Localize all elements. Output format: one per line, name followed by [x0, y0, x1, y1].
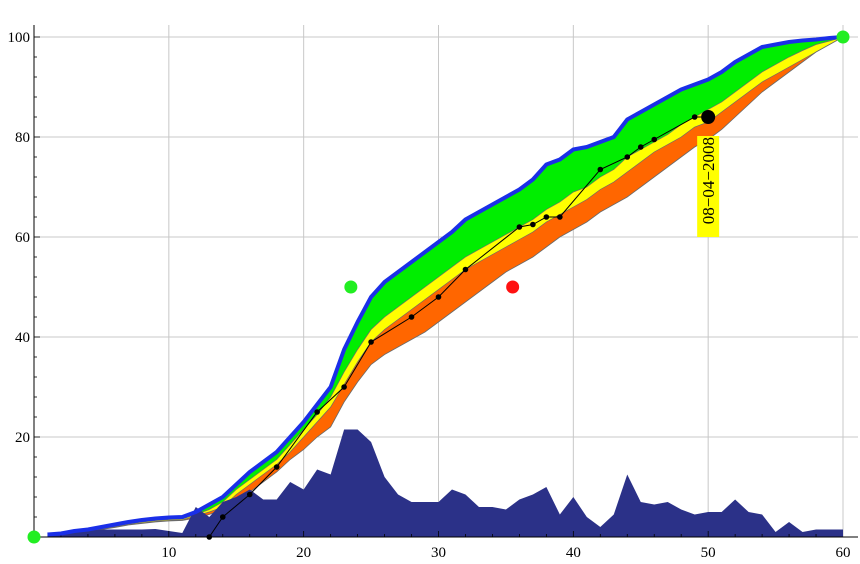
observed-point [637, 144, 644, 150]
observed-point [530, 221, 536, 228]
observed-point [408, 314, 415, 320]
observed-point [435, 294, 442, 300]
marker-layer [27, 30, 850, 544]
y-tick-label: 100 [8, 30, 31, 46]
y-tick-label: 20 [15, 430, 30, 446]
annotation-date-label: 08−04−2008 [699, 137, 718, 224]
observed-point [691, 114, 698, 120]
observed-point [516, 224, 523, 230]
annotation-layer: 08−04−2008 [697, 136, 720, 237]
histogram-layer [47, 429, 843, 537]
annotation-label-background [697, 136, 720, 237]
black-marker [701, 110, 716, 124]
observed-point [206, 534, 213, 540]
observed-point [341, 384, 347, 390]
x-tick-label: 40 [566, 545, 581, 561]
y-tick-label: 60 [15, 230, 30, 246]
green-marker [27, 530, 41, 544]
axis-layer: 10 20 30 40 50 60 20 40 60 80 100 [8, 25, 858, 561]
x-tick-label: 20 [296, 545, 311, 561]
x-tick-label: 10 [161, 545, 176, 561]
y-tick-label: 80 [15, 130, 30, 146]
observed-point [597, 166, 604, 173]
observed-point [462, 266, 469, 273]
observed-point [273, 464, 280, 470]
observed-point [368, 339, 374, 345]
x-tick-label: 60 [836, 545, 851, 561]
red-marker [506, 280, 520, 294]
observed-point [557, 214, 563, 220]
observed-point [624, 154, 631, 160]
observed-point [314, 409, 320, 415]
y-tick-label: 40 [15, 330, 30, 346]
orange-band [47, 37, 843, 536]
observed-point [543, 214, 550, 220]
x-tick-label: 50 [701, 545, 716, 561]
observed-point [246, 491, 253, 498]
histogram-area [47, 429, 843, 537]
band-layer [47, 36, 844, 537]
upper-bound-line [47, 35, 844, 537]
observed-point [219, 514, 226, 520]
x-tick-label: 30 [431, 545, 446, 561]
green-marker [344, 280, 358, 294]
green-marker [836, 30, 850, 44]
observed-point [651, 136, 658, 143]
